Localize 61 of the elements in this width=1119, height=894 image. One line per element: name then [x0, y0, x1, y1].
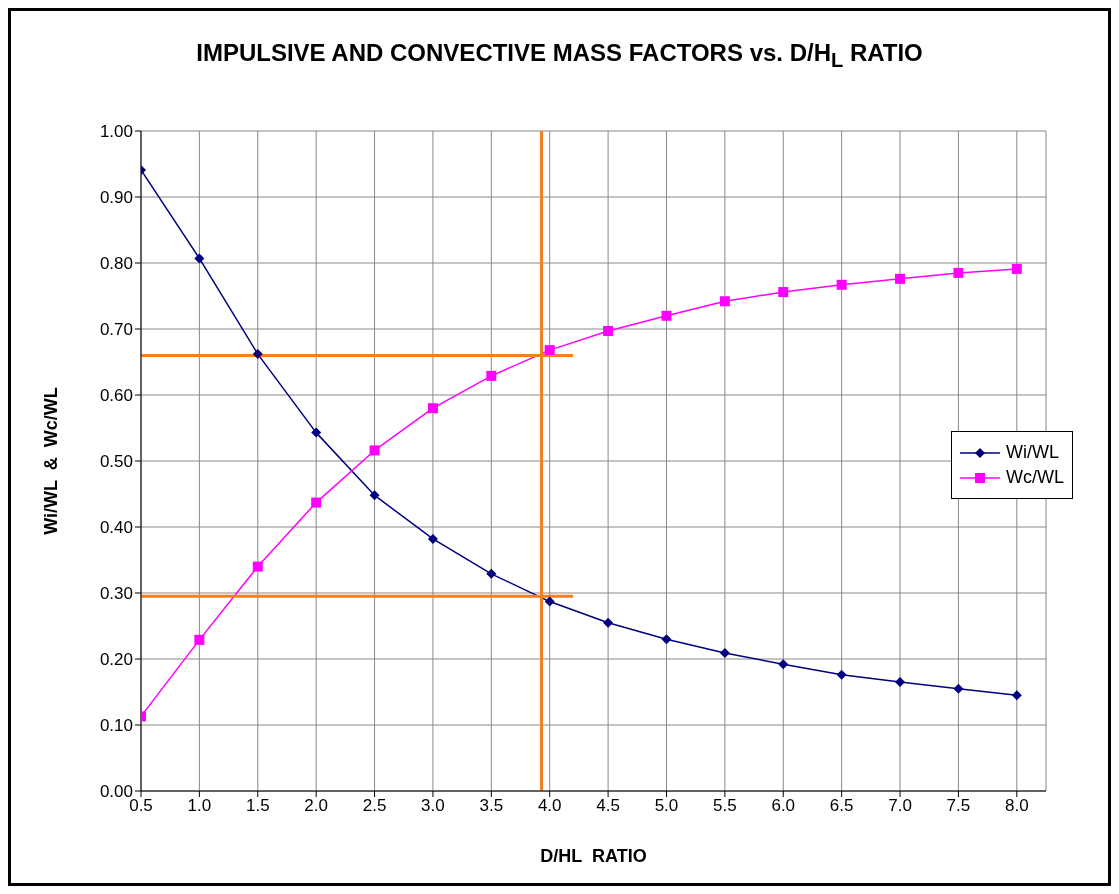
- point: [427, 533, 438, 544]
- y-tick-label: 0.30: [99, 584, 133, 604]
- point: [311, 427, 322, 438]
- point: [427, 403, 438, 414]
- x-tick-label: 7.0: [888, 796, 912, 816]
- x-tick-label: 1.0: [187, 796, 212, 816]
- point: [895, 273, 906, 284]
- point: [252, 349, 263, 360]
- point: [895, 677, 906, 688]
- point: [194, 634, 205, 645]
- legend-label: Wc/WL: [1006, 467, 1064, 488]
- x-tick-label: 5.0: [654, 796, 679, 816]
- y-tick-label: 0.60: [99, 386, 133, 406]
- point: [1011, 263, 1022, 274]
- y-tick-label: 0.80: [99, 254, 133, 274]
- point: [603, 617, 614, 628]
- point: [778, 659, 789, 670]
- x-tick-label: 3.5: [479, 796, 504, 816]
- x-tick-label: 6.5: [829, 796, 854, 816]
- x-tick-label: 3.0: [421, 796, 445, 816]
- point: [369, 490, 380, 501]
- point: [661, 310, 672, 321]
- point: [778, 287, 789, 298]
- y-tick-label: 0.40: [99, 518, 133, 538]
- y-tick-label: 0.50: [99, 452, 133, 472]
- x-tick-label: 6.0: [771, 796, 796, 816]
- point: [603, 325, 614, 336]
- x-axis-title: D/HL RATIO: [539, 846, 648, 867]
- point: [719, 648, 730, 659]
- x-tick-label: 7.5: [946, 796, 971, 816]
- point: [486, 568, 497, 579]
- y-tick-label: 0.70: [99, 320, 133, 340]
- point: [661, 634, 672, 645]
- point: [1011, 690, 1022, 701]
- point: [544, 345, 555, 356]
- x-tick-label: 5.5: [713, 796, 737, 816]
- x-tick-label: 1.5: [245, 796, 270, 816]
- point: [836, 279, 847, 290]
- x-tick-label: 4.5: [596, 796, 620, 816]
- x-tick-label: 2.5: [362, 796, 387, 816]
- y-tick-label: 0.90: [99, 188, 133, 208]
- chart-title: IMPULSIVE AND CONVECTIVE MASS FACTORS vs. D/H$_{L}$ RATIO: [195, 39, 924, 72]
- x-tick-label: 4.0: [537, 796, 562, 816]
- y-tick-label: 0.20: [99, 650, 133, 670]
- point: [311, 497, 322, 508]
- point: [252, 561, 263, 572]
- point: [953, 683, 964, 694]
- x-tick-label: 8.0: [1004, 796, 1029, 816]
- x-tick-label: 2.0: [304, 796, 328, 816]
- y-tick-label: 1.00: [99, 122, 133, 142]
- point: [194, 253, 205, 264]
- point: [486, 370, 497, 381]
- point: [719, 296, 730, 307]
- y-axis-title: Wi/WL & Wc/WL: [40, 387, 62, 535]
- x-tick-label: 0.5: [129, 796, 153, 816]
- point: [953, 267, 964, 278]
- point: [369, 445, 380, 456]
- point: [544, 596, 555, 607]
- point: [836, 669, 847, 680]
- y-tick-label: 0.10: [99, 716, 133, 736]
- legend-label: Wi/WL: [1006, 442, 1059, 463]
